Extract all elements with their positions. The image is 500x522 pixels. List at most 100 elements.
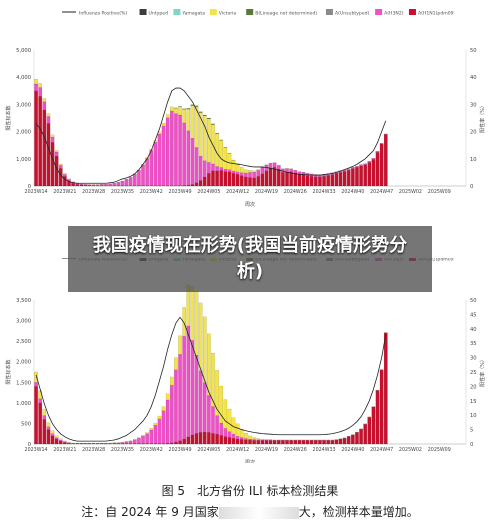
figure-note: 注：自 2024 年 9 月国家 大，检测样本量增加。 [0,503,500,520]
bar-segment [219,140,224,168]
bar-segment [46,123,51,187]
bar-segment [363,164,368,187]
bar-segment [178,440,182,445]
bar-segment [235,436,240,440]
y-tick-label: 1,000 [16,401,31,407]
bar-segment [215,133,219,134]
x-tick-label: 2023W42 [140,447,163,453]
bar-segment [326,440,330,445]
bar-segment [50,136,55,143]
bar-segment [46,116,51,124]
legend-swatch [408,9,416,15]
bar-segment [67,178,71,180]
bar-segment [363,424,368,445]
bar-segment [198,370,203,433]
bar-segment [383,332,388,445]
bar-segment [161,406,166,411]
bar-segment [244,432,248,439]
bar-segment [211,352,215,407]
bar-segment [215,415,219,435]
bar-segment [268,163,273,169]
bar-segment [276,169,281,187]
bar-segment [141,164,145,186]
legend-label: Yamagata [181,11,205,17]
positive-rate-line [35,316,387,442]
bar-segment [178,106,182,116]
bar-segment [272,162,277,168]
bar-segment [186,325,191,438]
bar-segment [108,183,112,186]
bar-segment [202,160,207,178]
x-tick-label: 2024W12 [226,447,249,453]
y2-tick-label: 5 [470,428,473,434]
bar-segment [50,433,55,436]
y2-tick-label: 40 [470,327,477,333]
bar-segment [244,172,248,178]
bar-segment [120,180,125,186]
bar-segment [256,169,261,171]
legend-swatch [375,9,383,15]
bar-segment [137,170,141,186]
bar-segment [38,398,42,403]
overlay-title: 我国疫情现在形势(我国当前疫情形势分析) [92,235,408,282]
bar-segment [351,168,355,187]
bar-segment [194,291,199,356]
bar-segment [132,174,137,186]
figure-note-blur [218,506,299,519]
bar-segment [346,436,351,445]
bar-segment [165,114,170,118]
bar-segment [149,428,154,431]
bar-segment [71,183,75,187]
bar-segment [227,169,232,172]
bar-segment [58,439,63,442]
bar-segment [268,167,273,187]
bar-segment [50,430,55,434]
bar-segment [170,106,174,112]
bar-segment [116,182,121,186]
x-tick-label: 2024W05 [197,447,220,453]
bar-segment [264,170,269,187]
bar-segment [383,134,388,187]
bar-segment [223,147,228,170]
bar-segment [54,437,59,440]
legend-swatch [325,9,333,15]
y2-tick-label: 20 [470,384,477,390]
bar-segment [239,175,244,187]
bar-segment [235,438,240,445]
bar-segment [219,385,224,424]
bar-segment [309,440,314,445]
bar-segment [276,440,281,445]
x-tick-label: 2025W09 [428,447,451,453]
bar-segment [128,177,133,186]
y2-tick-label: 45 [470,312,477,318]
bar-segment [46,113,51,117]
figure-note-end: 大，检测样本量增加。 [298,505,419,519]
bar-segment [359,429,363,445]
bar-segment [276,165,281,170]
bar-segment [157,415,162,420]
x-tick-label: 2025W02 [399,189,422,195]
bar-segment [211,433,215,445]
x-tick-label: 2023W28 [82,447,105,453]
bar-segment [351,167,355,169]
bar-segment [58,438,63,441]
bar-segment [112,183,117,186]
bar-segment [239,172,244,176]
bar-segment [215,434,219,445]
x-tick-label: 2023W21 [53,447,76,453]
y2-axis-title: 阳性率（%） [479,103,486,133]
x-tick-label: 2024W33 [313,189,336,195]
bar-segment [207,333,211,396]
bar-segment [34,382,38,387]
bar-segment [194,433,199,445]
bar-segment [145,433,149,444]
bar-segment [38,402,42,445]
y2-tick-label: 30 [470,356,477,362]
bar-segment [190,286,195,341]
bar-segment [194,105,199,107]
bar-segment [231,438,236,445]
bar-segment [359,164,363,166]
y2-tick-label: 25 [470,370,477,376]
bar-segment [211,124,215,165]
y-tick-label: 2,000 [16,360,31,366]
